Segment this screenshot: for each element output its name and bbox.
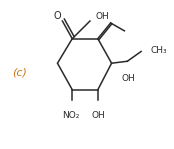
Text: OH: OH: [96, 12, 110, 21]
Text: O: O: [54, 11, 61, 21]
Text: CH₃: CH₃: [151, 46, 168, 55]
Text: OH: OH: [121, 74, 135, 83]
Text: NO₂: NO₂: [63, 111, 80, 120]
Text: (c): (c): [12, 67, 27, 77]
Text: OH: OH: [92, 111, 106, 120]
